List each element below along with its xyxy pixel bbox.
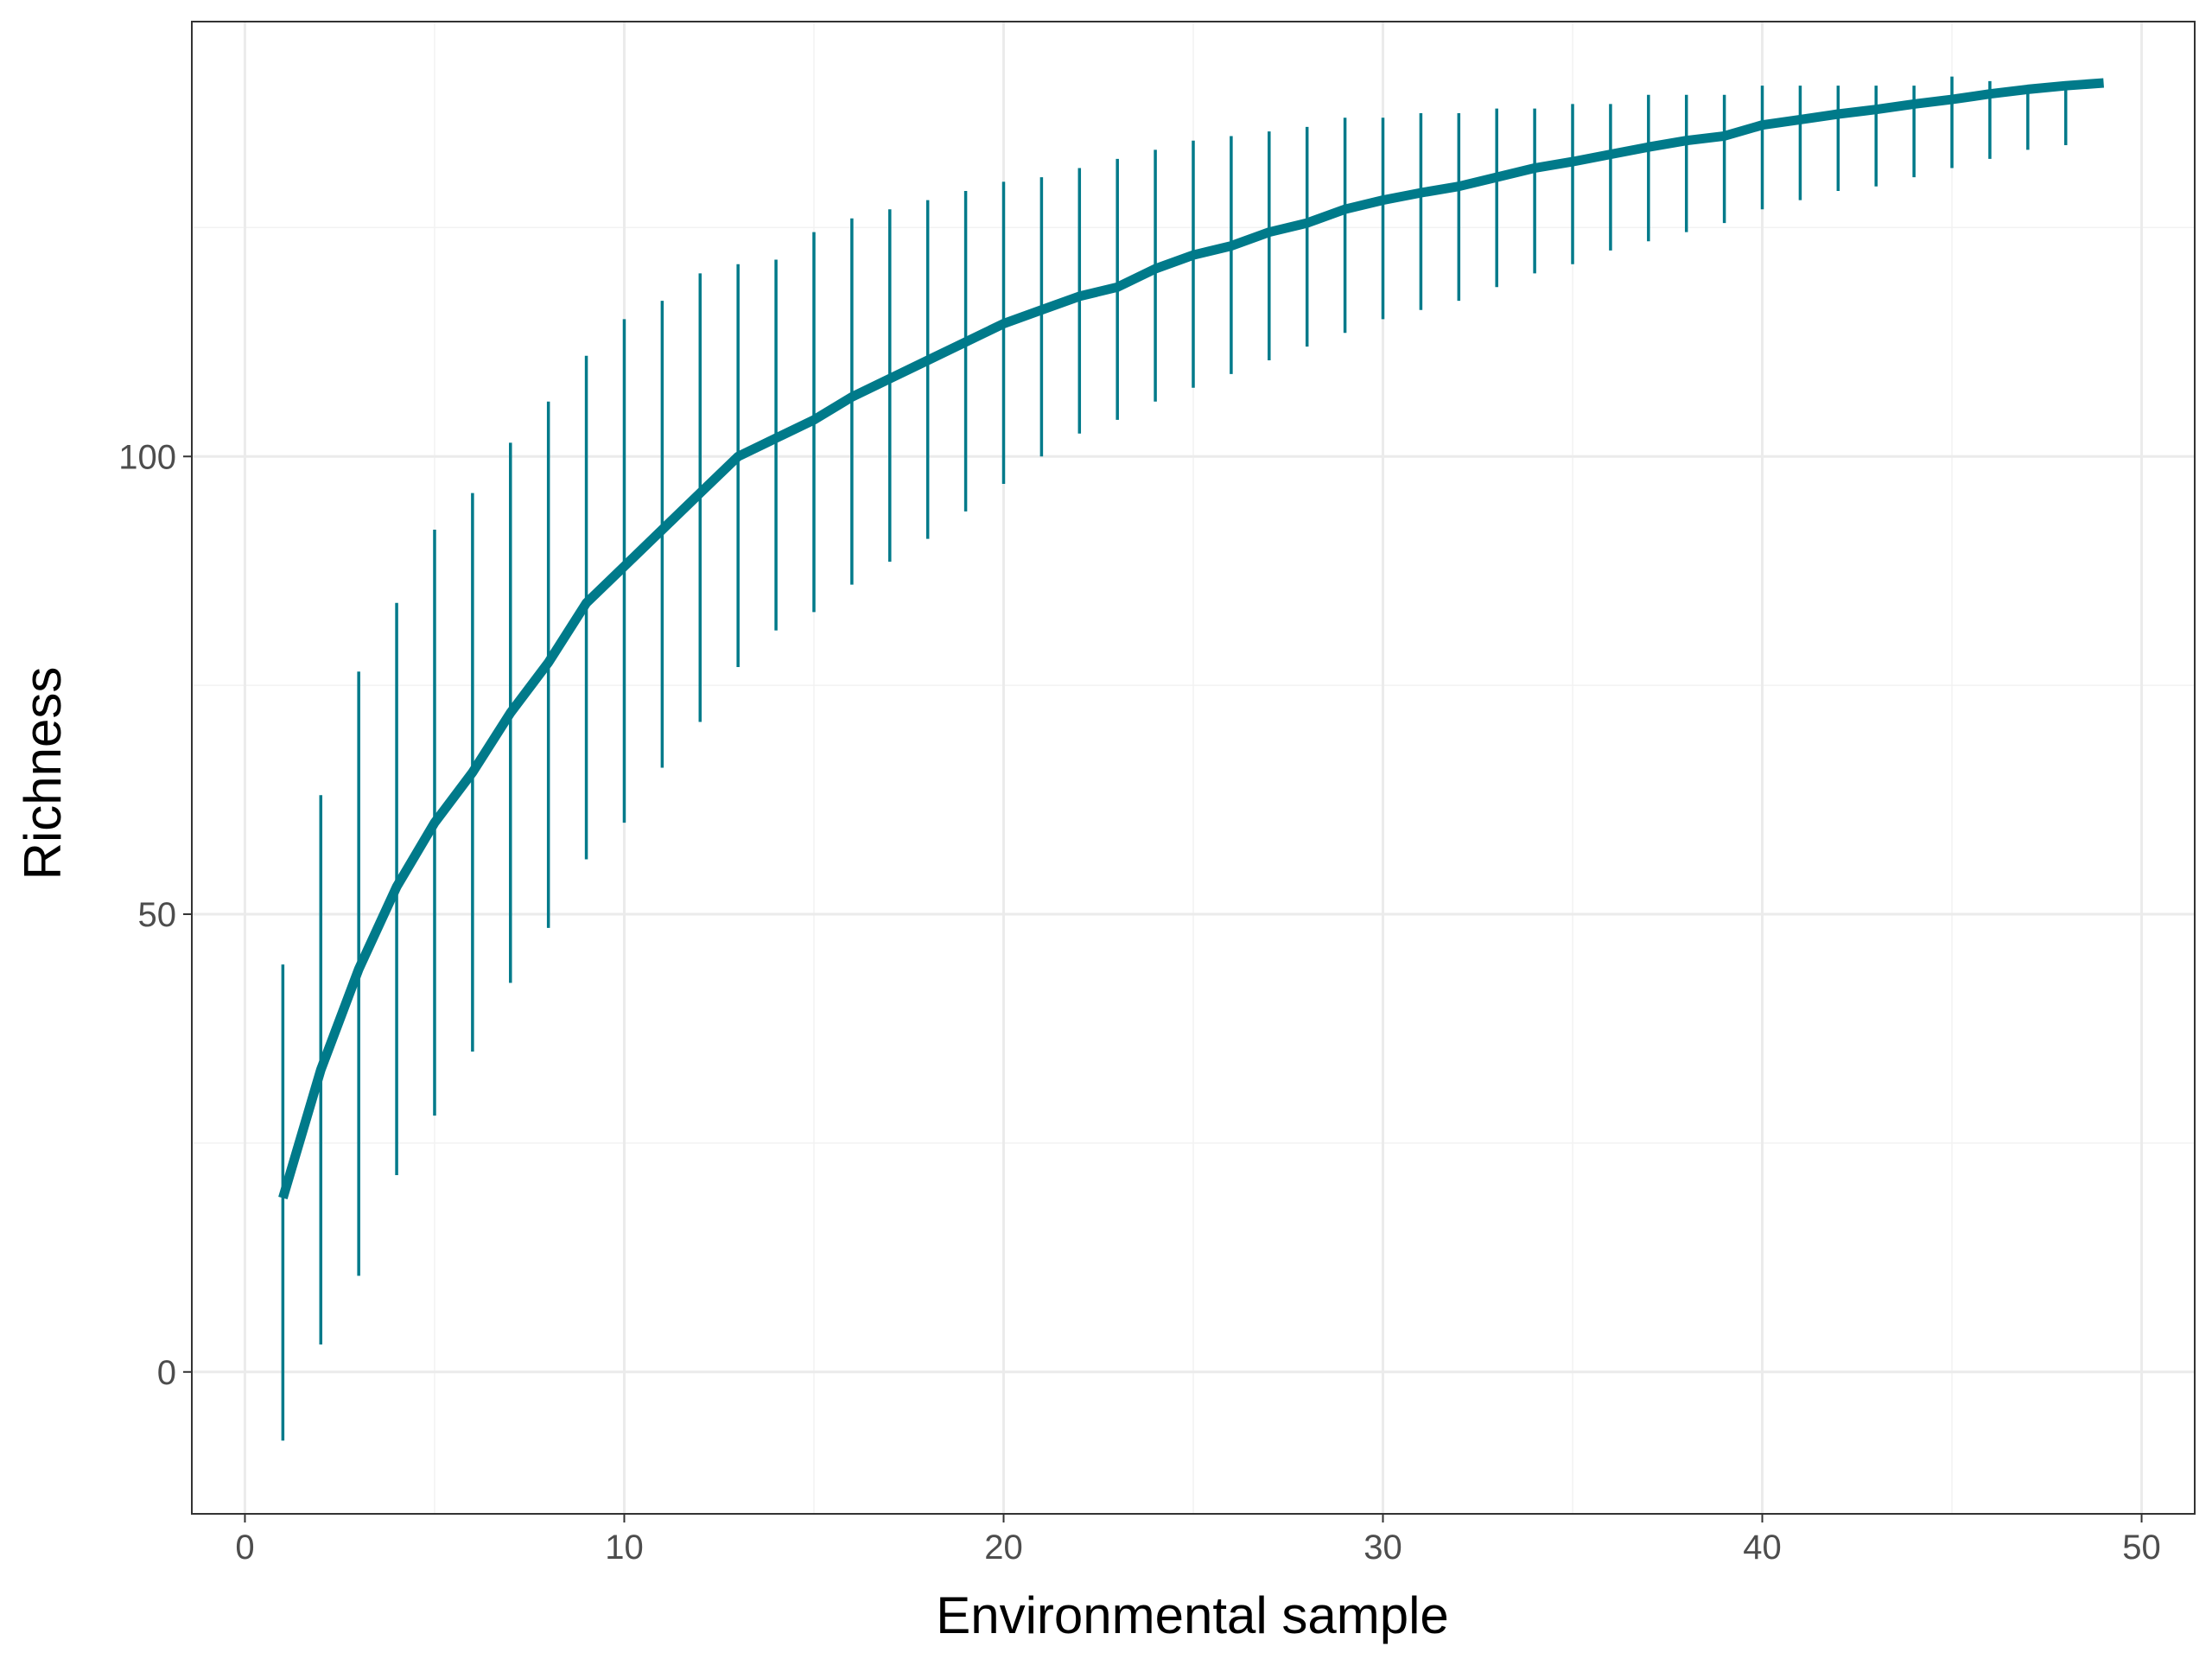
x-tick-label: 20 [984, 1529, 1023, 1567]
y-axis-ticks: 0 50 100 [118, 438, 192, 1392]
panel-border [191, 21, 2196, 1515]
x-tick-label: 50 [2122, 1529, 2161, 1567]
x-tick-label: 0 [235, 1529, 254, 1567]
y-tick-label: 100 [118, 438, 176, 476]
y-axis-title: Richness [14, 667, 72, 880]
x-axis-title: Environmental sample [936, 1586, 1449, 1644]
x-tick-label: 30 [1363, 1529, 1402, 1567]
x-tick-label: 10 [605, 1529, 644, 1567]
y-tick-label: 0 [157, 1354, 176, 1392]
x-tick-label: 40 [1743, 1529, 1782, 1567]
richness-line [278, 78, 2104, 1200]
y-tick-label: 50 [138, 896, 177, 934]
x-axis-ticks: 0 10 20 30 40 50 [235, 1514, 2161, 1567]
